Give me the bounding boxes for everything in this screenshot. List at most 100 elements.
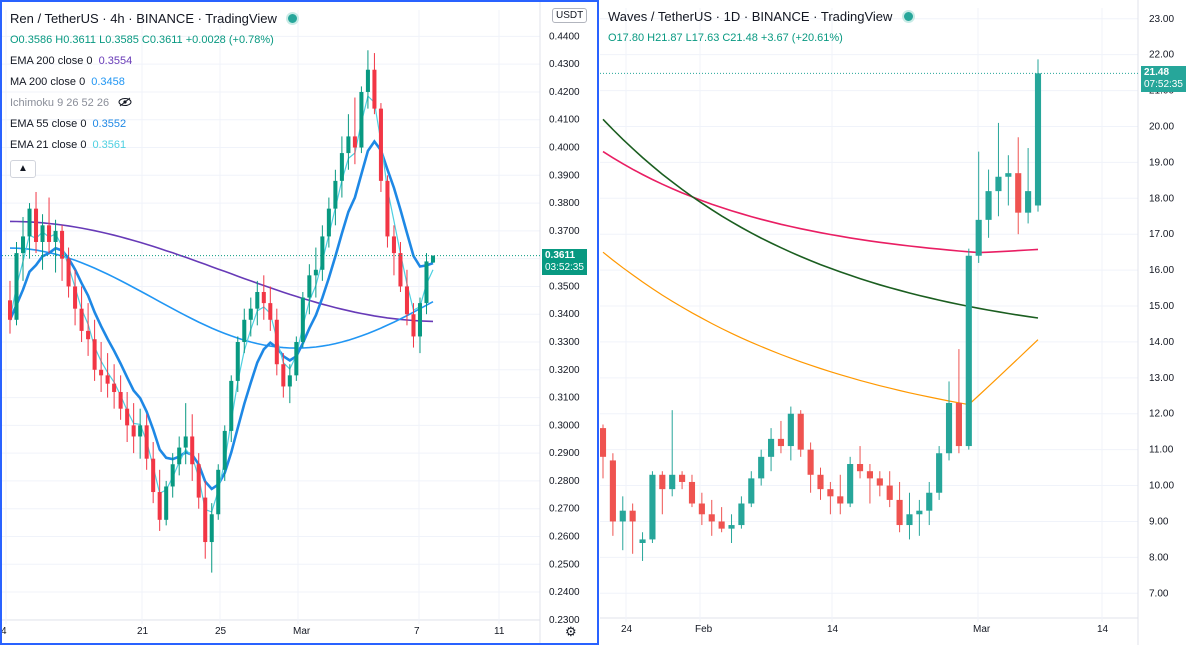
candle-body bbox=[326, 208, 331, 237]
price-tick-label: 16.00 bbox=[1149, 265, 1174, 276]
price-tick-label: 0.3500 bbox=[549, 281, 580, 292]
ren-symbol-title[interactable]: Ren / TetherUS · 4h · BINANCE · TradingV… bbox=[10, 11, 277, 26]
candle-body bbox=[131, 425, 136, 437]
candle-body bbox=[827, 489, 834, 497]
candle-body bbox=[333, 180, 338, 209]
candle-body bbox=[378, 108, 383, 181]
candle-body bbox=[916, 510, 923, 515]
candle-body bbox=[222, 430, 227, 470]
candle-body bbox=[609, 460, 616, 522]
candle-body bbox=[708, 514, 715, 522]
candle-body bbox=[807, 449, 814, 475]
indicator-ema21[interactable]: EMA 21 close 0 0.3561 bbox=[10, 135, 299, 156]
price-tick-label: 0.4000 bbox=[549, 143, 580, 154]
indicator-ema55[interactable]: EMA 55 close 0 0.3552 bbox=[10, 114, 299, 135]
candle-body bbox=[748, 478, 755, 504]
price-tick-label: 0.3100 bbox=[549, 393, 580, 404]
candle-body bbox=[847, 464, 854, 504]
candle-body bbox=[619, 510, 626, 522]
time-tick-label: Mar bbox=[973, 624, 991, 635]
candle-body bbox=[274, 319, 279, 365]
candle-body bbox=[649, 474, 656, 540]
candle-body bbox=[27, 208, 32, 237]
candle-body bbox=[411, 314, 416, 337]
candle-body bbox=[118, 392, 123, 409]
price-tick-label: 0.3800 bbox=[549, 198, 580, 209]
time-tick-label: 14 bbox=[827, 624, 839, 635]
candle-body bbox=[404, 286, 409, 315]
candle-body bbox=[183, 436, 188, 448]
candle-body bbox=[105, 375, 110, 384]
indicator-ichimoku[interactable]: Ichimoku 9 26 52 26 bbox=[10, 93, 299, 114]
price-tick-label: 15.00 bbox=[1149, 301, 1174, 312]
price-tick-label: 14.00 bbox=[1149, 337, 1174, 348]
indicator-value: 0.3552 bbox=[92, 118, 127, 130]
candle-body bbox=[718, 521, 725, 529]
price-tick-label: 10.00 bbox=[1149, 481, 1174, 492]
currency-button[interactable]: USDT bbox=[552, 8, 588, 23]
candle-body bbox=[86, 330, 91, 340]
candle-body bbox=[430, 255, 436, 263]
candle-body bbox=[698, 503, 705, 515]
candle-body bbox=[777, 438, 785, 447]
waves-last-price: 21.48 bbox=[1144, 67, 1170, 79]
candle-body bbox=[1034, 73, 1042, 206]
price-tick-label: 0.4300 bbox=[549, 59, 580, 70]
eye-hidden-icon[interactable] bbox=[118, 97, 132, 107]
candle-body bbox=[242, 319, 247, 343]
market-open-icon bbox=[901, 10, 915, 23]
waves-symbol-title[interactable]: Waves / TetherUS · 1D · BINANCE · Tradin… bbox=[608, 9, 893, 24]
price-tick-label: 0.3700 bbox=[549, 226, 580, 237]
price-tick-label: 0.4400 bbox=[549, 31, 580, 42]
settings-gear-icon[interactable]: ⚙ bbox=[565, 624, 577, 639]
candle-body bbox=[424, 261, 429, 304]
candle-body bbox=[339, 153, 344, 181]
candle-body bbox=[876, 478, 883, 486]
candle-body bbox=[229, 380, 234, 431]
candle-body bbox=[856, 464, 864, 472]
candle-body bbox=[164, 486, 169, 520]
ma-red-line bbox=[602, 150, 1039, 254]
candle-body bbox=[151, 458, 156, 493]
candle-body bbox=[261, 291, 266, 304]
collapse-legend-button[interactable]: ▲ bbox=[10, 160, 36, 178]
candle-body bbox=[281, 364, 286, 387]
price-tick-label: 0.4100 bbox=[549, 115, 580, 126]
price-tick-label: 20.00 bbox=[1149, 121, 1174, 132]
candle-body bbox=[659, 474, 666, 490]
candle-body bbox=[728, 525, 735, 529]
price-tick-label: 0.3900 bbox=[549, 170, 580, 181]
price-tick-label: 8.00 bbox=[1149, 552, 1169, 563]
candle-body bbox=[157, 492, 162, 520]
ren-chart-canvas[interactable]: 0.4400 0.4300 0.4200 0.4100 0.4000 0.3900 0.38… bbox=[2, 2, 599, 645]
candle-body bbox=[417, 303, 423, 337]
indicator-ma200[interactable]: MA 200 close 0 0.3458 bbox=[10, 72, 299, 93]
candle-body bbox=[99, 369, 104, 376]
candle-body bbox=[40, 225, 45, 242]
candle-body bbox=[738, 503, 745, 526]
waves-chart-pane[interactable]: 23.0022.0021.0020.0019.0018.0017.0016.00… bbox=[600, 0, 1190, 645]
indicator-ema200[interactable]: EMA 200 close 0 0.3554 bbox=[10, 51, 299, 72]
time-tick-label: 25 bbox=[215, 626, 227, 637]
candle-body bbox=[955, 402, 962, 447]
time-tick-label: 11 bbox=[494, 626, 505, 637]
indicator-label: EMA 200 close 0 bbox=[10, 55, 93, 67]
candle-body bbox=[359, 91, 364, 148]
candle-body bbox=[975, 219, 982, 256]
candle-body bbox=[372, 69, 377, 109]
indicator-label: Ichimoku 9 26 52 26 bbox=[10, 97, 110, 109]
price-tick-label: 13.00 bbox=[1149, 373, 1174, 384]
price-tick-label: 11.00 bbox=[1149, 445, 1174, 456]
indicator-value: 0.3458 bbox=[91, 76, 125, 88]
waves-chart-canvas[interactable]: 23.0022.0021.0020.0019.0018.0017.0016.00… bbox=[600, 0, 1190, 645]
candle-body bbox=[177, 447, 182, 465]
price-tick-label: 12.00 bbox=[1149, 409, 1174, 420]
candle-body bbox=[307, 275, 312, 298]
ren-chart-pane[interactable]: 0.4400 0.4300 0.4200 0.4100 0.4000 0.3900 0.38… bbox=[0, 0, 599, 645]
price-tick-label: 0.2600 bbox=[549, 531, 580, 542]
market-open-icon bbox=[286, 12, 300, 25]
indicator-value: 0.3554 bbox=[98, 55, 133, 67]
ma200-line bbox=[9, 247, 434, 349]
candle-body bbox=[352, 136, 357, 148]
candle-body bbox=[688, 481, 696, 504]
